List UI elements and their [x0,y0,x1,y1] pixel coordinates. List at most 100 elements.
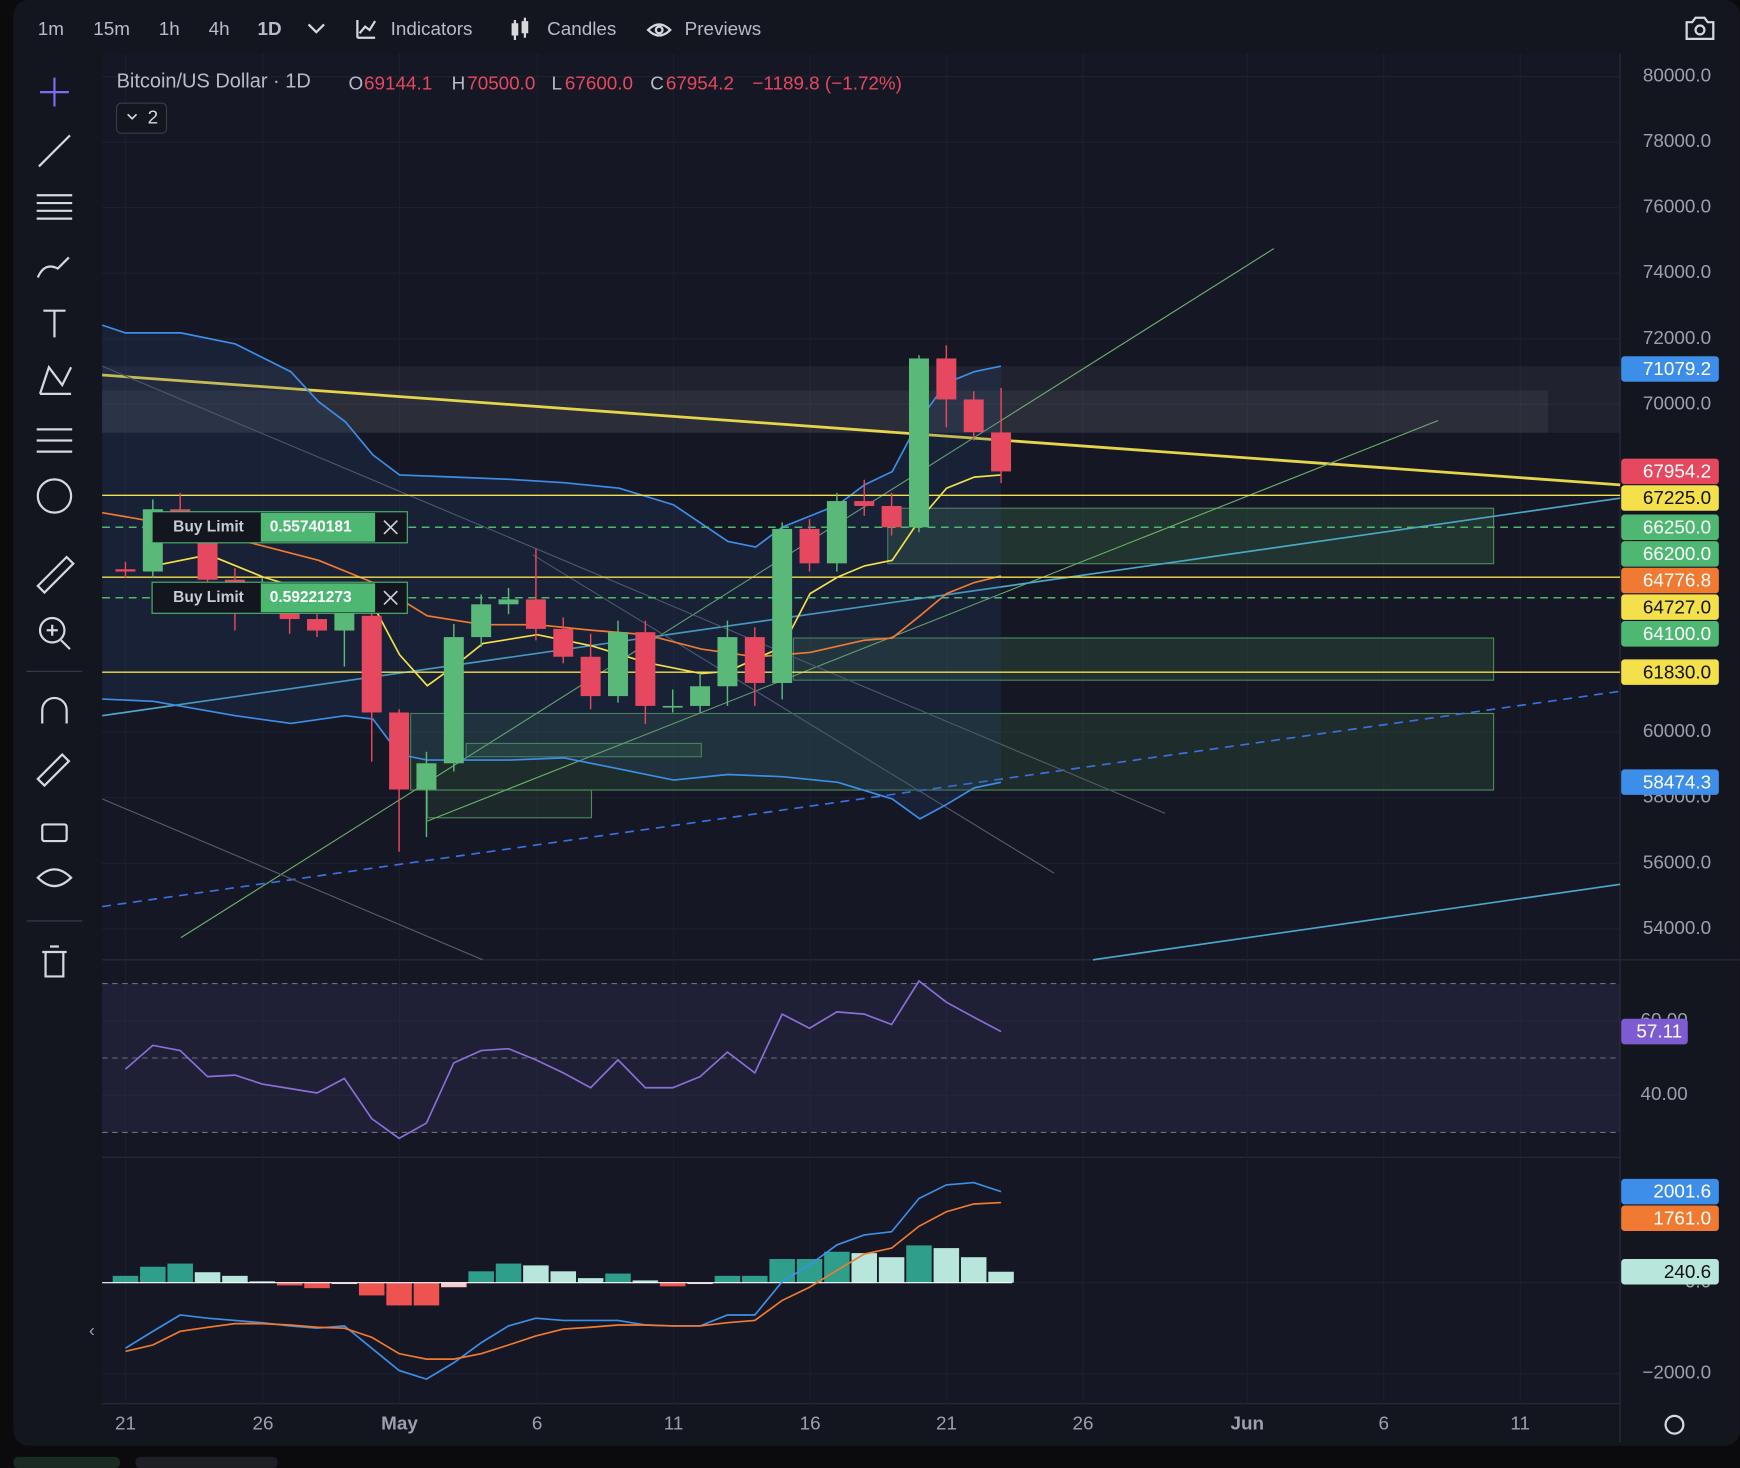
x-tick-label: 26 [253,1413,274,1434]
magnet-tool[interactable] [41,696,68,724]
order[interactable]: Buy Limit 0.55740181 [151,511,408,544]
macd-histogram [413,1282,440,1306]
trendline [180,248,1439,939]
macd-histogram [468,1271,494,1283]
x-tick-label: 11 [1510,1413,1530,1434]
price-label-bg [1621,356,1719,382]
lock-tool[interactable] [41,823,68,843]
macd-histogram [140,1266,166,1283]
candle-body [908,358,929,528]
zone [792,637,1495,681]
interval[interactable]: 4h [209,18,230,39]
tab [135,1456,278,1468]
interval[interactable]: 1m [38,18,64,39]
candle-body [361,615,382,713]
indicator-toggle[interactable] [116,102,168,134]
interval[interactable]: 1h [159,18,180,39]
price-label-bg [1621,594,1719,620]
brush-tool[interactable] [36,256,70,278]
price-label: 58474.3 [1643,771,1711,792]
order-label: Buy Limit [173,518,244,535]
candle-body [936,358,957,400]
lock-draw-tool[interactable] [36,752,71,788]
price-label-bg [1621,567,1719,594]
trendline-tool[interactable] [38,134,71,168]
ruler-tool[interactable] [36,555,75,595]
prediction-tool[interactable] [36,428,73,453]
candle-body [991,432,1012,472]
rsi-line [124,979,1002,1140]
macd-histogram [386,1282,412,1306]
candle-body [553,628,574,657]
y-tick-label: 40.00 [1641,1083,1688,1104]
indicators[interactable]: Indicators [391,18,473,39]
candle-body [443,637,464,764]
tab [13,1456,120,1468]
chevron [127,113,138,120]
text-tool[interactable] [43,309,66,338]
order-close[interactable] [383,520,398,535]
badge: 2 [148,107,159,128]
zone [102,366,1621,433]
rsi-label: 57.11 [1636,1021,1682,1042]
price-label-bg [1621,541,1719,567]
chart-area [102,53,1621,1404]
candle-body [772,528,793,683]
x-tick-label: 21 [936,1413,957,1434]
previews[interactable]: Previews [685,18,762,39]
candle-body [854,501,875,506]
candles[interactable]: Candles [547,18,616,39]
collapse[interactable]: ‹ [89,1320,95,1340]
candles-icon[interactable] [511,17,529,40]
trendline [101,365,1166,961]
camera[interactable] [1694,24,1706,36]
order-label: Buy Limit [173,589,244,606]
y-tick-label: 54000.0 [1643,917,1711,938]
x-tick-label: 11 [664,1413,684,1434]
crosshair-tool[interactable] [40,77,69,107]
price-label: 64727.0 [1643,596,1711,617]
hide-tool[interactable] [36,868,73,888]
y-tick-label: 56000.0 [1643,851,1711,872]
interval[interactable]: 1D [258,18,282,39]
zone [102,390,1548,433]
price-label: 61830.0 [1643,661,1711,682]
previews-icon[interactable] [646,23,672,37]
price-label-bg [1621,1205,1719,1232]
x-tick-label: 16 [800,1413,821,1434]
settings[interactable] [1664,1414,1685,1435]
price-label-bg [1621,458,1719,485]
delete-tool[interactable] [42,945,67,978]
ohlc-key: H [452,72,466,93]
zoom-tool[interactable] [38,616,66,644]
dropdown[interactable] [307,23,325,34]
previews-icon[interactable] [654,25,664,35]
price-label-bg [1621,621,1719,647]
fib-tool[interactable] [36,194,73,220]
macd-histogram [988,1271,1014,1283]
pattern-tool[interactable] [38,364,73,396]
price-label: 64776.8 [1643,570,1711,591]
candle-body [635,632,656,706]
candle-body [525,599,546,629]
indicators-icon[interactable] [356,19,377,39]
order[interactable]: Buy Limit 0.59221273 [151,581,408,614]
rsi-label-bg [1621,1018,1688,1045]
bollinger-fill [102,325,1001,819]
candle-body [826,501,847,564]
macd-histogram [659,1282,686,1287]
macd-histogram [194,1272,221,1283]
emoji-tool[interactable] [36,478,73,514]
interval[interactable]: 15m [93,18,130,39]
camera[interactable] [1685,16,1715,40]
price-label: 66250.0 [1643,516,1711,537]
macd-histogram [550,1271,577,1283]
symbol: Bitcoin/US Dollar · 1D [117,70,311,92]
zoom-tool[interactable] [46,624,71,650]
order-close[interactable] [383,590,398,606]
price-label-bg [1621,485,1719,511]
ohlc-change: −1189.8 (−1.72%) [752,72,902,93]
macd-histogram [577,1278,604,1283]
macd-histogram [687,1282,713,1285]
macd-histogram [358,1282,385,1296]
